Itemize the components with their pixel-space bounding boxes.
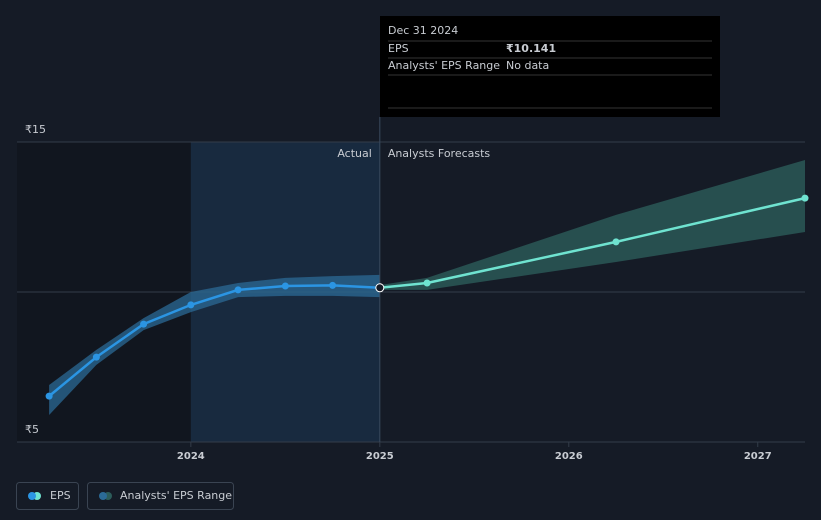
eps-point[interactable] [187,301,195,309]
eps-line [48,284,380,398]
forecast-point[interactable] [612,238,620,246]
tooltip-value: No data [506,59,549,72]
legend-range[interactable] [87,482,234,510]
x-tick-label: 2024 [177,451,205,462]
forecast-label: Analysts Forecasts [388,147,491,160]
y-tick-label: ₹5 [25,423,39,436]
forecast-point[interactable] [801,194,809,202]
tooltip-value: ₹10.141 [506,42,556,55]
actual-label: Actual [337,147,371,160]
eps-point[interactable] [92,353,100,361]
legend-eps[interactable] [16,482,79,510]
x-tick-label: 2026 [555,451,583,462]
x-tick-label: 2025 [366,451,394,462]
forecast-point[interactable] [423,279,431,287]
legend-swatch [28,492,36,500]
y-tick-label: ₹15 [25,123,46,136]
tooltip-date: Dec 31 2024 [388,24,458,37]
eps-point[interactable] [281,282,289,290]
eps-point[interactable] [375,283,385,293]
tooltip-label: Analysts' EPS Range [388,59,500,72]
legend-swatch [99,492,107,500]
forecast-line [379,196,806,290]
tooltip-label: EPS [388,42,409,55]
eps-point[interactable] [140,320,148,328]
tooltip [380,16,720,117]
legend-label: EPS [50,489,71,502]
x-tick-label: 2027 [744,451,772,462]
legend-label: Analysts' EPS Range [120,489,232,502]
forecast-range [379,160,805,290]
eps-point[interactable] [45,392,53,400]
eps-point[interactable] [234,286,242,294]
eps-point[interactable] [329,281,337,289]
